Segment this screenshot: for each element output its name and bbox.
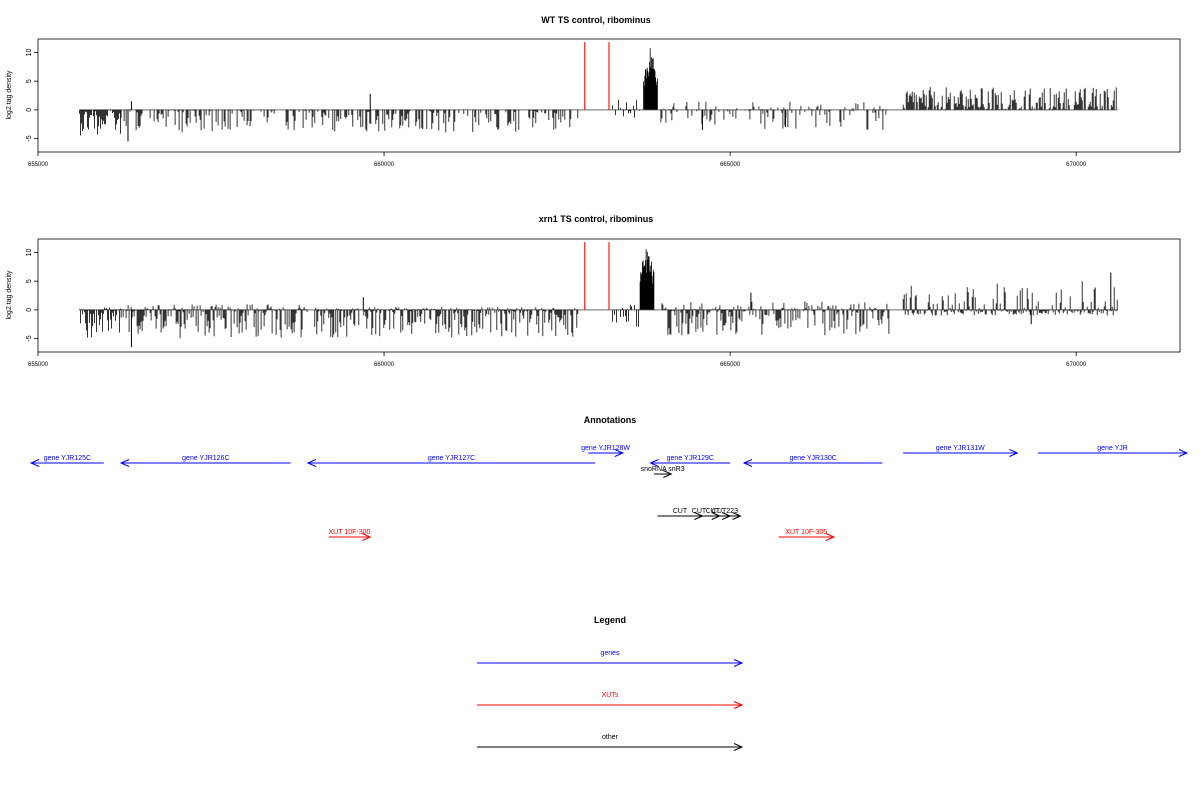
feature-label: CUT <box>692 508 707 515</box>
annotation-feature: XUT 10F-305 <box>778 529 836 541</box>
tag-density-bars <box>79 87 1118 136</box>
y-tick-label: 5 <box>26 279 33 283</box>
annotation-feature: gene YJR125C <box>29 455 104 467</box>
xrn1-track-marks <box>79 242 1118 348</box>
y-tick-label: 0 <box>26 108 33 112</box>
strand-arrowhead <box>1009 449 1019 457</box>
annotation-feature: gene YJR130C <box>742 455 883 467</box>
y-tick-label: 5 <box>26 79 33 83</box>
feature-label: gene YJR130C <box>789 455 836 462</box>
x-tick-label: 660000 <box>374 362 395 368</box>
y-tick-label: -5 <box>26 135 33 141</box>
annotation-feature: gene YJR127C <box>306 455 596 467</box>
y-tick-label: 10 <box>26 48 33 56</box>
strand-arrowhead <box>362 533 372 541</box>
feature-label: gene YJR <box>1097 445 1128 452</box>
legend-arrowhead <box>733 701 744 709</box>
feature-label: XUT 10F-305 <box>785 529 827 536</box>
strand-arrowhead <box>732 512 742 520</box>
wt-track-title: WT TS control, ribominus <box>541 15 651 25</box>
xrn1-track-title: xrn1 TS control, ribominus <box>539 214 654 224</box>
x-tick-label: 655000 <box>28 162 49 168</box>
xrn1-track-xaxis: 655000 660000 665000 670000 <box>28 352 1087 368</box>
legend-entries: genes XUTs other <box>477 650 744 751</box>
wt-track-panel: WT TS control, ribominus log2 tag densit… <box>6 15 1181 168</box>
legend-label: other <box>602 734 619 741</box>
feature-label: CUT <box>706 508 721 515</box>
wt-track-xaxis: 655000 660000 665000 670000 <box>28 152 1087 168</box>
xrn1-track-frame <box>37 238 1181 353</box>
x-tick-label: 670000 <box>1066 362 1087 368</box>
annotation-feature: XUT 10F-300 <box>329 529 372 541</box>
x-tick-label: 665000 <box>720 362 741 368</box>
feature-label: gene YJR127C <box>428 455 475 462</box>
annotation-feature: snoRNA snR3 <box>641 466 685 478</box>
strand-arrowhead <box>825 533 836 541</box>
legend-title: Legend <box>594 615 626 625</box>
legend-arrowhead <box>733 659 744 667</box>
y-tick-label: -5 <box>26 335 33 341</box>
strand-arrowhead <box>1178 449 1189 457</box>
x-tick-label: 660000 <box>374 162 395 168</box>
strand-arrowhead <box>614 449 625 457</box>
wt-track-ylabel: log2 tag density <box>6 70 13 120</box>
y-tick-label: 0 <box>26 308 33 312</box>
legend-entry: genes <box>477 650 744 667</box>
x-tick-label: 670000 <box>1066 162 1087 168</box>
annotation-feature: gene YJR128W <box>581 445 630 457</box>
tag-density-peak <box>643 48 658 110</box>
x-tick-label: 665000 <box>720 162 741 168</box>
annotation-feature: gene YJR <box>1038 445 1189 457</box>
legend-entry: XUTs <box>477 692 744 709</box>
feature-label: gene YJR128W <box>581 445 630 452</box>
annotations-panel: Annotations gene YJR125C gene YJR126C gene… <box>29 415 1189 541</box>
strand-arrowhead <box>119 459 130 467</box>
xrn1-track-ylabel: log2 tag density <box>6 270 13 320</box>
wt-track-yaxis: -5 0 5 10 <box>26 48 38 142</box>
feature-label: CUT <box>673 508 688 515</box>
annotations-title: Annotations <box>584 415 637 425</box>
xrn1-track-panel: xrn1 TS control, ribominus log2 tag dens… <box>6 214 1181 368</box>
annotation-feature: gene YJR131W <box>903 445 1019 457</box>
legend-entry: other <box>477 734 744 751</box>
annotation-feature: CUT223 <box>709 508 742 520</box>
x-tick-label: 655000 <box>28 362 49 368</box>
annotation-feature: gene YJR129C <box>649 455 731 467</box>
strand-arrowhead <box>29 459 40 467</box>
legend-label: genes <box>600 650 620 657</box>
xrn1-track-yaxis: -5 0 5 10 <box>26 248 38 342</box>
legend-arrowhead <box>733 743 744 751</box>
strand-arrowhead <box>306 459 317 467</box>
feature-label: XUT 10F-300 <box>329 529 371 536</box>
feature-label: snoRNA snR3 <box>641 466 685 473</box>
feature-label: CUT223 <box>712 508 738 515</box>
wt-track-frame <box>37 38 1181 153</box>
strand-arrowhead <box>649 459 659 467</box>
tag-density-peak <box>639 249 655 310</box>
feature-label: gene YJR131W <box>936 445 985 452</box>
wt-track-marks <box>79 42 1118 142</box>
legend-label: XUTs <box>602 692 619 699</box>
feature-label: gene YJR129C <box>667 455 714 462</box>
legend-panel: Legend genes XUTs other <box>477 615 744 751</box>
feature-label: gene YJR126C <box>182 455 229 462</box>
strand-arrowhead <box>742 459 753 467</box>
annotation-features: gene YJR125C gene YJR126C gene YJR127C gene… <box>29 445 1189 541</box>
strand-arrowhead <box>663 470 673 478</box>
annotation-feature: gene YJR126C <box>119 455 291 467</box>
feature-label: gene YJR125C <box>44 455 91 462</box>
y-tick-label: 10 <box>26 248 33 256</box>
